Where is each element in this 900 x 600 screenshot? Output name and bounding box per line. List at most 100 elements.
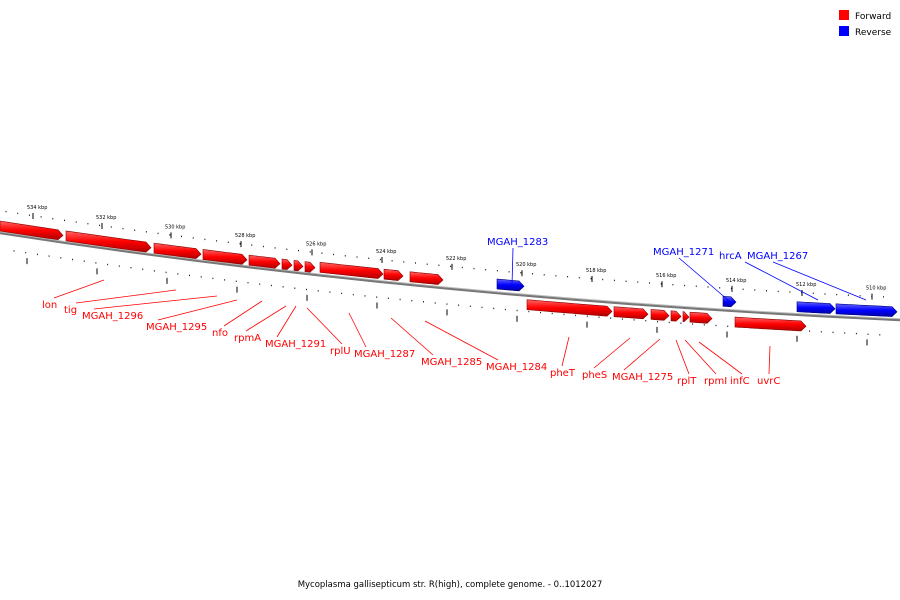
gene-infc[interactable] [689, 311, 713, 324]
gene-phes[interactable] [613, 306, 649, 320]
inner-minor-tick [516, 309, 518, 312]
gene-mgah-1275[interactable] [650, 309, 670, 321]
gene-label-mgah-1275[interactable]: MGAH_1275 [612, 372, 673, 383]
inner-minor-tick [551, 312, 553, 315]
gene-mgah-1291[interactable] [293, 260, 304, 272]
inner-minor-tick [621, 318, 623, 320]
gene-rplu[interactable] [304, 261, 316, 273]
gene-mgah-1296[interactable] [153, 242, 202, 259]
inner-minor-tick [387, 297, 389, 299]
gene-label-mgah-1287[interactable]: MGAH_1287 [354, 349, 415, 360]
gene-label-lon[interactable]: lon [42, 300, 57, 311]
gene-label-rpma[interactable]: rpmA [234, 333, 261, 344]
gene-mgah-1285[interactable] [383, 268, 404, 281]
ruler-minor-tick [590, 277, 592, 280]
ruler-minor-tick [333, 253, 335, 256]
inner-minor-tick [95, 262, 97, 264]
gene-uvrc[interactable] [734, 316, 807, 332]
gene-label-rpmi[interactable]: rpmI [704, 376, 727, 387]
gene-phet[interactable] [526, 299, 613, 317]
inner-minor-tick [177, 273, 179, 275]
ruler-minor-tick [730, 287, 732, 290]
ruler-minor-tick [883, 296, 884, 298]
inner-minor-tick [306, 288, 307, 291]
ruler-minor-tick [262, 245, 264, 248]
inner-minor-tick [48, 255, 50, 257]
kbp-ruler: 534 kbp 532 kbp 530 kbp 528 kbp 526 kbp 524 k… [5, 205, 886, 300]
gene-mgah-1283[interactable] [496, 278, 525, 292]
kbp-tick-label: 530 kbp [165, 224, 185, 230]
ruler-minor-tick [87, 223, 89, 225]
inner-minor-tick [540, 311, 541, 314]
leader-mgah-1271 [678, 257, 729, 301]
gene-label-mgah-1296[interactable]: MGAH_1296 [82, 311, 143, 322]
leader-mgah-1295 [157, 299, 238, 321]
ruler-minor-tick [298, 249, 299, 252]
inner-minor-tick [317, 290, 319, 292]
gene-label-mgah-1295[interactable]: MGAH_1295 [146, 322, 207, 333]
inner-minor-tick [165, 271, 167, 274]
gene-hrca[interactable] [796, 301, 836, 314]
ruler-minor-tick [836, 293, 838, 296]
kbp-tick-label: 526 kbp [306, 241, 326, 247]
ruler-minor-tick [181, 235, 182, 238]
gene-nfo[interactable] [248, 254, 281, 269]
ruler-minor-tick [485, 269, 487, 271]
inner-minor-tick [224, 279, 226, 281]
legend-reverse-label: Reverse [855, 28, 892, 38]
inner-minor-tick [879, 334, 881, 336]
kbp-tick-label: 532 kbp [96, 215, 116, 221]
inner-minor-tick [598, 316, 600, 318]
gene-label-nfo[interactable]: nfo [212, 328, 228, 339]
ruler-minor-tick [274, 247, 276, 249]
inner-minor-tick [270, 284, 272, 287]
gene-label-tig[interactable]: tig [64, 305, 77, 316]
inner-minor-tick [83, 260, 85, 262]
ruler-minor-tick [286, 248, 288, 250]
ruler-minor-tick [75, 221, 77, 223]
gene-mgah-1284[interactable] [409, 271, 444, 285]
inner-minor-tick [294, 287, 296, 289]
gene-rpmi[interactable] [682, 311, 690, 323]
gene-label-mgah-1284[interactable]: MGAH_1284 [486, 362, 547, 373]
gene-lon[interactable] [0, 220, 64, 241]
ruler-minor-tick [532, 273, 533, 275]
inner-minor-tick [107, 263, 109, 266]
gene-label-infc[interactable]: infC [730, 376, 750, 387]
gene-label-rplu[interactable]: rplU [330, 346, 351, 357]
ruler-minor-tick [754, 289, 756, 291]
leader-lon [53, 279, 105, 299]
gene-label-mgah-1285[interactable]: MGAH_1285 [421, 357, 482, 368]
ruler-minor-tick [28, 214, 30, 216]
ruler-minor-tick [684, 284, 686, 287]
gene-label-uvrc[interactable]: uvrC [757, 376, 780, 387]
ruler-minor-tick [344, 255, 346, 257]
gene-label-mgah-1271[interactable]: MGAH_1271 [653, 247, 714, 258]
kbp-tick-label: 534 kbp [27, 205, 47, 211]
gene-mgah-1295[interactable] [202, 249, 248, 265]
gene-rpma[interactable] [281, 258, 293, 270]
kbp-tick-label: 518 kbp [586, 268, 606, 274]
legend: Forward Reverse [839, 10, 892, 38]
gene-label-rplt[interactable]: rplT [677, 376, 697, 387]
inner-minor-tick [809, 330, 811, 332]
inner-minor-tick [118, 265, 120, 267]
ruler-minor-tick [695, 285, 697, 287]
leader-mgah-1283 [511, 247, 514, 287]
gene-mgah-1287[interactable] [319, 261, 384, 279]
gene-label-phet[interactable]: pheT [550, 368, 576, 379]
gene-label-phes[interactable]: pheS [582, 370, 607, 381]
gene-label-mgah-1283[interactable]: MGAH_1283 [487, 237, 548, 248]
inner-minor-tick [212, 277, 214, 280]
gene-rplt[interactable] [670, 310, 682, 322]
leader-hrca [744, 261, 819, 301]
gene-tig[interactable] [65, 230, 152, 253]
gene-label-mgah-1291[interactable]: MGAH_1291 [265, 339, 326, 350]
kbp-tick-label: 524 kbp [376, 249, 396, 255]
gene-label-hrca[interactable]: hrcA [719, 251, 742, 262]
gene-mgah-1267[interactable] [835, 303, 898, 317]
legend-reverse-swatch [839, 26, 849, 36]
ruler-minor-tick [824, 293, 826, 295]
gene-label-mgah-1267[interactable]: MGAH_1267 [747, 251, 808, 262]
